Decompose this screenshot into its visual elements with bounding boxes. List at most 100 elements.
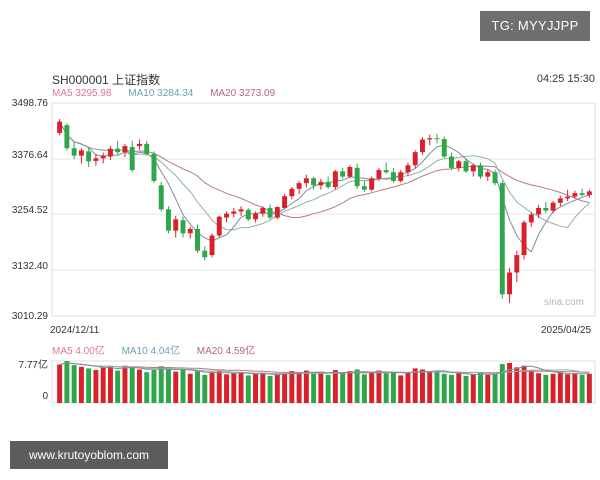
volume-ma-legend: MA5 4.00亿 MA10 4.04亿 MA20 4.59亿 (52, 342, 269, 357)
volume-bar (427, 372, 433, 403)
candle-body (86, 151, 92, 162)
y-tick-label: 3376.64 (11, 150, 48, 161)
volume-bar (543, 374, 549, 403)
volume-bar (398, 375, 404, 403)
volume-bar (565, 374, 571, 403)
chart-title: SH000001 上证指数 (52, 71, 160, 88)
candle-body (303, 178, 309, 184)
volume-bar (158, 366, 164, 403)
candle-body (536, 207, 542, 215)
candle-body (412, 152, 418, 166)
candle-body (369, 178, 375, 190)
price-ma-legend: MA5 3295.98 MA10 3284.34 MA20 3273.09 (52, 88, 289, 99)
volume-bar (187, 373, 193, 403)
candle-body (151, 153, 157, 181)
volume-bar (122, 365, 128, 403)
candle-body (325, 181, 331, 188)
volume-bar (376, 370, 382, 403)
candle-body (427, 138, 433, 140)
volume-bar (238, 372, 244, 403)
candle-body (166, 209, 171, 231)
candle-body (557, 198, 563, 203)
volume-bar (245, 375, 251, 403)
symbol-code: SH000001 (52, 73, 109, 87)
y-tick-label: 3010.29 (11, 311, 48, 322)
volume-bar (78, 366, 84, 403)
volume-bar (71, 365, 77, 403)
candle-body (376, 170, 382, 179)
candle-body (209, 235, 215, 256)
volume-bar (441, 373, 447, 403)
candle-body (274, 207, 280, 218)
volume-bar (289, 371, 295, 403)
candle-body (586, 191, 592, 195)
volume-ma10-line (59, 362, 590, 375)
volume-bar (434, 370, 440, 403)
ma10-line (59, 121, 590, 231)
candle-body (245, 209, 251, 220)
candle-body (158, 185, 164, 210)
price-plot-frame (51, 102, 596, 317)
volume-bar (151, 370, 157, 403)
volume-bar (64, 361, 70, 403)
candle-body (456, 161, 462, 168)
candle-body (318, 181, 324, 186)
candle-body (485, 172, 491, 177)
candle-body (507, 272, 513, 295)
candle-body (572, 193, 578, 197)
candle-body (202, 250, 208, 258)
candle-body (565, 196, 571, 199)
candle-body (136, 143, 142, 147)
ma10-label: MA10 3284.34 (128, 88, 194, 99)
volume-ma5-line (59, 362, 590, 376)
volume-bar (499, 364, 505, 403)
volume-bar (579, 374, 585, 403)
volume-bar (412, 368, 418, 403)
candle-body (195, 228, 200, 251)
volume-bar (332, 370, 338, 403)
volume-bar (325, 374, 331, 403)
volume-bar (224, 374, 230, 403)
candle-body (216, 216, 222, 236)
volume-bar (586, 373, 592, 403)
candle-body (224, 213, 230, 218)
volume-bar (572, 373, 578, 403)
candle-body (289, 188, 295, 197)
volume-bar (173, 371, 179, 403)
candle-body (260, 207, 266, 214)
volume-plot-frame (51, 360, 596, 404)
volume-bar (369, 372, 375, 403)
vol-ma5-label: MA5 4.00亿 (52, 346, 105, 357)
volume-bar (282, 373, 288, 403)
volume-bar (492, 373, 498, 403)
volume-bar (419, 369, 425, 403)
volume-bar (347, 371, 353, 403)
volume-bar (390, 371, 396, 403)
volume-bar (129, 367, 135, 403)
volume-bar (115, 370, 121, 403)
volume-bar (303, 370, 309, 403)
candle-body (441, 139, 447, 157)
volume-bar (405, 372, 411, 403)
volume-bar (100, 367, 106, 403)
candle-body (434, 138, 440, 140)
volume-tick-label: 0 (42, 391, 48, 402)
candle-body (463, 161, 469, 172)
volume-bar (514, 367, 520, 403)
volume-bar (144, 372, 150, 403)
candle-body (187, 228, 193, 234)
candle-body (419, 139, 425, 153)
volume-bar (202, 374, 208, 403)
volume-bar (86, 368, 92, 403)
volume-bar (456, 373, 462, 403)
candle-body (93, 158, 99, 161)
candle-body (144, 143, 150, 154)
volume-bar (528, 370, 534, 403)
volume-bar (267, 375, 273, 403)
watermark-bottom: www.krutoyoblom.com (10, 441, 168, 469)
candle-body (71, 148, 77, 156)
candle-body (550, 202, 556, 211)
candle-body (78, 150, 84, 156)
volume-bar (318, 371, 324, 403)
candle-body (311, 178, 317, 186)
